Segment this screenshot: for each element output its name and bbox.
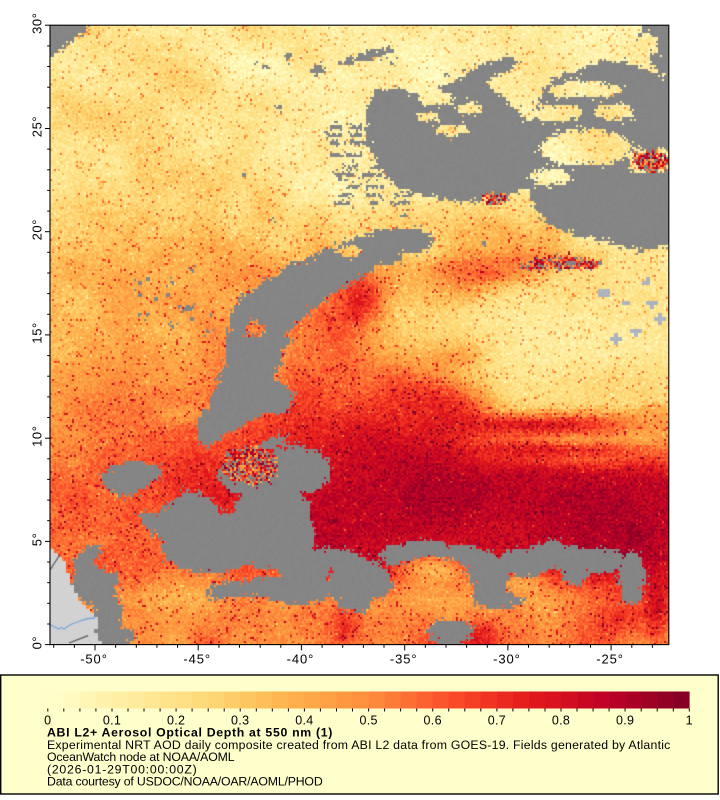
svg-text:Experimental NRT AOD daily com: Experimental NRT AOD daily composite cre… — [47, 738, 671, 752]
svg-text:-25°: -25° — [596, 652, 624, 667]
svg-text:ABI L2+ Aerosol Optical Depth: ABI L2+ Aerosol Optical Depth at 550 nm … — [47, 726, 333, 740]
svg-text:0.5: 0.5 — [359, 714, 377, 728]
svg-text:0.6: 0.6 — [424, 714, 442, 728]
svg-text:30°: 30° — [30, 12, 45, 33]
svg-text:10°: 10° — [30, 425, 45, 446]
svg-text:15°: 15° — [30, 322, 45, 343]
svg-text:-50°: -50° — [80, 652, 108, 667]
svg-text:0.9: 0.9 — [616, 714, 634, 728]
svg-text:-35°: -35° — [390, 652, 418, 667]
svg-text:5°: 5° — [30, 533, 45, 547]
svg-text:0.7: 0.7 — [488, 714, 506, 728]
svg-text:-45°: -45° — [183, 652, 211, 667]
svg-text:0.2: 0.2 — [167, 714, 185, 728]
svg-text:0.1: 0.1 — [103, 714, 121, 728]
svg-text:0.3: 0.3 — [231, 714, 249, 728]
svg-text:0°: 0° — [30, 636, 45, 650]
svg-text:-30°: -30° — [493, 652, 521, 667]
svg-text:1: 1 — [686, 714, 693, 728]
svg-text:0: 0 — [44, 714, 51, 728]
svg-text:25°: 25° — [30, 116, 45, 137]
svg-text:0.4: 0.4 — [295, 714, 313, 728]
svg-text:20°: 20° — [30, 219, 45, 240]
svg-text:0.8: 0.8 — [552, 714, 570, 728]
svg-text:Data courtesy of USDOC/NOAA/OA: Data courtesy of USDOC/NOAA/OAR/AOML/PHO… — [47, 775, 323, 789]
svg-text:-40°: -40° — [287, 652, 315, 667]
svg-text:OceanWatch node at NOAA/AOML: OceanWatch node at NOAA/AOML — [47, 750, 235, 764]
svg-text:(2026-01-29T00:00:00Z): (2026-01-29T00:00:00Z) — [47, 762, 197, 776]
